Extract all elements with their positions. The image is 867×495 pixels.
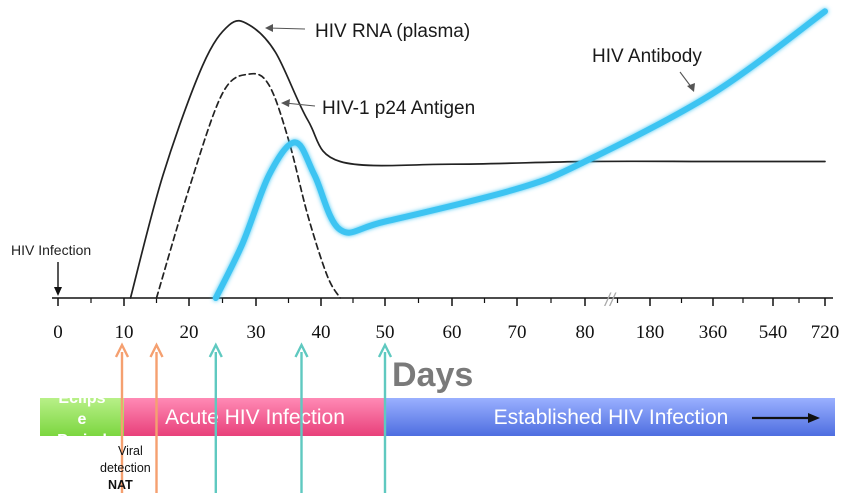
series-p24-antigen-pointer-line [284, 102, 316, 107]
series-hiv-rna-line [129, 19, 826, 299]
hiv-infection-annotation: HIV Infection [11, 242, 91, 258]
marker-arrowhead-2 [149, 342, 164, 358]
phase-eclipse-label-line3: Period [57, 432, 107, 449]
series-hiv-rna-pointer-head [265, 24, 273, 32]
series-hiv-antibody-line [212, 8, 828, 301]
marker-arrowhead-3 [208, 342, 223, 358]
axis-break-marker: // [603, 290, 617, 310]
marker-arrowhead-4 [294, 342, 309, 358]
series-hiv-rna-label: HIV RNA (plasma) [315, 21, 470, 42]
x-axis-label: Days [392, 356, 473, 394]
series-p24-antigen-label: HIV-1 p24 Antigen [322, 98, 475, 119]
series-hiv-antibody-pointer-head [687, 83, 695, 92]
x-tick-label-60: 60 [443, 322, 462, 343]
phase-bars: Acute HIV Infection Established HIV Infec… [40, 390, 835, 449]
hiv-infection-arrow-head [54, 287, 62, 296]
x-tick-label-0: 0 [53, 322, 63, 343]
nat-label-line2: detection [100, 461, 151, 475]
nat-label-line1: Viral [118, 444, 143, 458]
series-p24-antigen-pointer-head [281, 99, 290, 107]
marker-arrows [114, 342, 393, 493]
phase-eclipse-label-line2: e [78, 411, 87, 428]
x-tick-label-10: 10 [115, 322, 134, 343]
x-tick-label-360: 360 [699, 322, 728, 343]
x-tick-label-30: 30 [247, 322, 266, 343]
nat-label-line3: NAT [108, 478, 133, 492]
series-p24-antigen-line [155, 72, 342, 299]
x-tick-label-50: 50 [376, 322, 395, 343]
x-tick-label-70: 70 [508, 322, 527, 343]
x-tick-label-180: 180 [636, 322, 665, 343]
x-tick-label-540: 540 [759, 322, 788, 343]
phase-established-label: Established HIV Infection [494, 406, 729, 429]
phase-acute-bar [124, 398, 386, 436]
x-tick-label-80: 80 [576, 322, 595, 343]
series-labels: HIV RNA (plasma) HIV-1 p24 Antigen HIV Ant… [265, 21, 702, 119]
x-tick-label-40: 40 [312, 322, 331, 343]
series-group [129, 8, 828, 301]
established-arrow-head [808, 413, 820, 423]
x-tick-label-20: 20 [180, 322, 199, 343]
marker-arrowhead-5 [377, 342, 393, 358]
series-hiv-rna-pointer-line [267, 27, 306, 30]
series-hiv-antibody-label: HIV Antibody [592, 46, 702, 67]
phase-acute-label: Acute HIV Infection [165, 406, 345, 429]
x-tick-label-720: 720 [811, 322, 840, 343]
phase-eclipse-bar [40, 398, 124, 436]
marker-arrowhead-1 [114, 342, 130, 358]
x-axis: 0 10 20 30 40 50 60 70 80 180 360 540 720 // [52, 290, 839, 343]
phase-eclipse-label-line1: Eclips [58, 390, 105, 407]
